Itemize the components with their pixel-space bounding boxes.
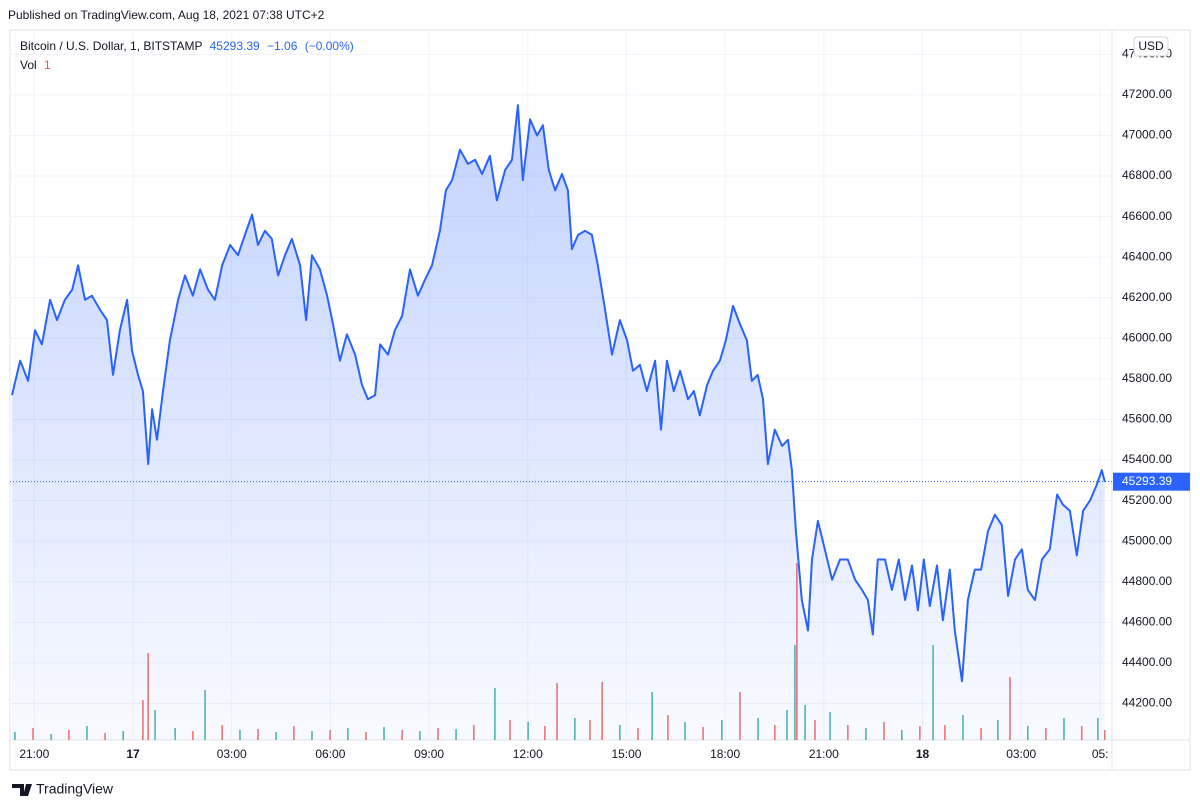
volume-legend-value: 1 — [44, 58, 51, 72]
footer-logo — [12, 784, 32, 796]
last-price-box — [1113, 472, 1190, 491]
published-note: Published on TradingView.com, Aug 18, 20… — [8, 8, 325, 22]
currency-button[interactable] — [1133, 36, 1169, 57]
volume-legend: Vol 1 — [20, 58, 51, 72]
chart-frame — [9, 29, 1191, 771]
x-tick-label: 03:00 — [217, 747, 247, 761]
legend-title: Bitcoin / U.S. Dollar, 1, BITSTAMP — [20, 39, 202, 53]
legend-last-price: 45293.39 — [210, 39, 260, 53]
x-tick-label: 21:00 — [19, 747, 49, 761]
y-tick-label: 45400.00 — [1122, 452, 1172, 466]
x-tick-label: 03:00 — [1006, 747, 1036, 761]
area-fill — [11, 105, 1105, 740]
legend-change: −1.06 — [267, 39, 298, 53]
y-tick-label: 46800.00 — [1122, 168, 1172, 182]
y-tick-label: 46600.00 — [1122, 209, 1172, 223]
last-price-label: 45293.39 — [1122, 474, 1172, 488]
x-tick-label: 18 — [916, 747, 930, 761]
x-tick-label: 15:00 — [611, 747, 641, 761]
axes: 44200.00 44400.00 44600.00 44800.00 45000.00… — [19, 47, 1190, 761]
y-tick-label: 47200.00 — [1122, 87, 1172, 101]
x-tick-label: 06:00 — [315, 747, 345, 761]
legend-row: Bitcoin / U.S. Dollar, 1, BITSTAMP 45293… — [20, 39, 354, 53]
x-tick-label: 09:00 — [414, 747, 444, 761]
y-tick-label: 46200.00 — [1122, 290, 1172, 304]
y-tick-label: 44400.00 — [1122, 655, 1172, 669]
y-tick-label: 45800.00 — [1122, 371, 1172, 385]
x-tick-label: 05: — [1092, 747, 1109, 761]
x-tick-label: 18:00 — [710, 747, 740, 761]
currency-label[interactable]: USD — [1138, 39, 1164, 53]
y-tick-label: 44200.00 — [1122, 696, 1172, 710]
y-tick-label: 44600.00 — [1122, 615, 1172, 629]
legend-change-percent: (−0.00%) — [305, 39, 354, 53]
y-tick-label: 44800.00 — [1122, 574, 1172, 588]
y-tick-label: 46000.00 — [1122, 331, 1172, 345]
plot — [10, 104, 1112, 740]
x-tick-label: 21:00 — [809, 747, 839, 761]
y-tick-label: 45600.00 — [1122, 412, 1172, 426]
x-tick-label: 17 — [126, 747, 140, 761]
footer-brand: TradingView — [36, 781, 114, 797]
y-tick-label: 45200.00 — [1122, 493, 1172, 507]
x-tick-label: 12:00 — [513, 747, 543, 761]
volume-legend-name: Vol — [20, 58, 37, 72]
y-tick-label: 45000.00 — [1122, 533, 1172, 547]
price-line — [11, 104, 1106, 683]
y-tick-label: 47000.00 — [1122, 128, 1172, 142]
y-tick-label: 46400.00 — [1122, 249, 1172, 263]
